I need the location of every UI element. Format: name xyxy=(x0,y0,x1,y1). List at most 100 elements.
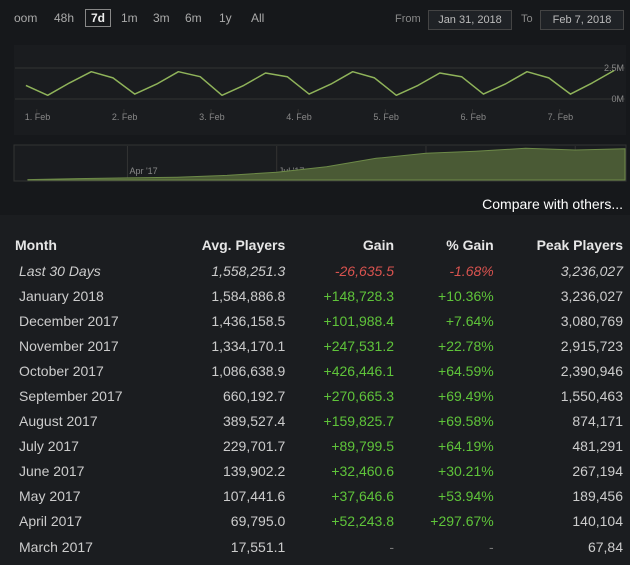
area xyxy=(27,147,626,181)
table-cell: 189,456 xyxy=(572,488,623,505)
table-cell: 67,84 xyxy=(587,538,623,555)
table-row: August 2017 389,527.4 +159,825.7 +69.58% 874… xyxy=(0,409,630,434)
table-cell: +69.58% xyxy=(438,413,494,430)
x-tick-label: 6. Feb xyxy=(461,112,487,122)
zoom-label: oom xyxy=(14,11,38,25)
y-tick-label: 0M xyxy=(611,94,624,104)
charts: 2.5M 0M 1. Feb 2. Feb 3. Feb 4. Feb 5. Feb 6. F… xyxy=(13,45,627,182)
table-cell: 267,194 xyxy=(572,463,623,480)
zoom-option[interactable]: 7d xyxy=(85,9,112,27)
table-cell: 1,334,170.1 xyxy=(211,337,286,354)
table-cell: +52,243.8 xyxy=(331,513,395,530)
table-cell: +247,531.2 xyxy=(323,337,395,354)
table-cell: 1,550,463 xyxy=(560,388,623,405)
table-cell: 1,436,158.5 xyxy=(211,312,286,329)
table-cell: 3,236,027 xyxy=(560,287,623,304)
table-cell: September 2017 xyxy=(19,388,123,405)
table-cell: 1,584,886.8 xyxy=(211,287,286,304)
table-row: September 2017 660,192.7 +270,665.3 +69.49%… xyxy=(0,383,630,408)
table-cell: 229,701.7 xyxy=(222,438,286,455)
table-cell: +89,799.5 xyxy=(331,438,395,455)
table-cell: December 2017 xyxy=(19,312,119,329)
table-cell: 3,236,027 xyxy=(560,262,623,279)
x-tick-label: 4. Feb xyxy=(286,112,312,122)
table-cell: 107,441.6 xyxy=(222,488,286,505)
table-cell: August 2017 xyxy=(19,413,98,430)
column-header: % Gain xyxy=(446,237,494,253)
table-cell: 69,795.0 xyxy=(230,513,286,530)
table-cell: July 2017 xyxy=(19,438,79,455)
table-cell: 1,086,638.9 xyxy=(211,362,286,379)
zoom-option[interactable]: All xyxy=(251,11,265,25)
table-cell: March 2017 xyxy=(19,538,93,555)
table-cell: +270,665.3 xyxy=(323,388,395,405)
zoom-option[interactable]: 3m xyxy=(153,11,170,25)
table-row: July 2017 229,701.7 +89,799.5 +64.19% 481,29… xyxy=(0,434,630,459)
table-cell: 3,080,769 xyxy=(560,312,623,329)
table-cell: 1,558,251.3 xyxy=(211,262,286,279)
line xyxy=(25,69,615,97)
table-cell: +30.21% xyxy=(438,463,494,480)
to-date[interactable]: Feb 7, 2018 xyxy=(540,10,624,30)
table-row: March 2017 17,551.1 - - 67,84 xyxy=(0,534,630,559)
from-date[interactable]: Jan 31, 2018 xyxy=(428,10,512,30)
table-cell: +32,460.6 xyxy=(331,463,395,480)
table-cell: April 2017 xyxy=(19,513,83,530)
stats-table: Month Avg. Players Gain % Gain Peak Players L… xyxy=(0,232,630,559)
table-cell: +101,988.4 xyxy=(323,312,395,329)
zoom-option[interactable]: 6m xyxy=(185,11,202,25)
table-cell: +159,825.7 xyxy=(323,413,395,430)
column-header: Gain xyxy=(362,237,395,253)
table-row: January 2018 1,584,886.8 +148,728.3 +10.36%… xyxy=(0,283,630,308)
table-cell: 874,171 xyxy=(572,413,623,430)
table-cell: 2,390,946 xyxy=(560,362,623,379)
to-label: To xyxy=(521,13,533,25)
table-cell: 139,902.2 xyxy=(222,463,286,480)
zoom-option[interactable]: 48h xyxy=(54,11,75,25)
table-cell: -1.68% xyxy=(449,262,494,279)
table-row: May 2017 107,441.6 +37,646.6 +53.94% 189,456 xyxy=(0,484,630,509)
header-row: Month Avg. Players Gain % Gain Peak Players xyxy=(0,232,630,258)
table-cell: November 2017 xyxy=(19,337,119,354)
table-cell: +22.78% xyxy=(438,337,494,354)
table-cell: +148,728.3 xyxy=(323,287,395,304)
table-cell: October 2017 xyxy=(19,362,104,379)
table-cell: +37,646.6 xyxy=(331,488,395,505)
compare-link[interactable]: Compare with others... xyxy=(482,196,623,212)
x-tick-label: 5. Feb xyxy=(373,112,399,122)
table-row: June 2017 139,902.2 +32,460.6 +30.21% 267,19… xyxy=(0,459,630,484)
table-cell: -26,635.5 xyxy=(334,262,395,279)
table-cell: +10.36% xyxy=(438,287,494,304)
table-cell: 140,104 xyxy=(572,513,623,530)
table-cell: +297.67% xyxy=(430,513,494,530)
x-tick-label: 7. Feb xyxy=(548,112,574,122)
chart-bg xyxy=(14,45,626,135)
table-cell: 481,291 xyxy=(572,438,623,455)
y-tick-label: 2.5M xyxy=(604,63,624,73)
column-header: Avg. Players xyxy=(201,237,286,253)
table-cell: +53.94% xyxy=(438,488,494,505)
table-cell: Last 30 Days xyxy=(19,262,101,279)
table-cell: - xyxy=(489,538,494,555)
table-cell: January 2018 xyxy=(19,287,104,304)
zoom-option[interactable]: 1y xyxy=(219,11,232,25)
x-tick-label: 2. Feb xyxy=(112,112,138,122)
zoom-option[interactable]: 1m xyxy=(121,11,138,25)
table-row: December 2017 1,436,158.5 +101,988.4 +7.64%… xyxy=(0,308,630,333)
table-cell: +69.49% xyxy=(438,388,494,405)
column-header: Peak Players xyxy=(536,237,623,253)
table-cell: 389,527.4 xyxy=(222,413,286,430)
table-cell: May 2017 xyxy=(19,488,81,505)
table-cell: 2,915,723 xyxy=(560,337,623,354)
table-cell: June 2017 xyxy=(19,463,85,480)
table-cell: +64.59% xyxy=(438,362,494,379)
table-cell: +7.64% xyxy=(445,312,494,329)
x-tick-label: Apr '17 xyxy=(129,166,157,176)
table-row: April 2017 69,795.0 +52,243.8 +297.67% 140,1… xyxy=(0,509,630,534)
table-cell: +426,446.1 xyxy=(323,362,395,379)
table-cell: - xyxy=(389,538,395,555)
table-row: October 2017 1,086,638.9 +426,446.1 +64.59%… xyxy=(0,358,630,383)
column-header: Month xyxy=(15,237,57,253)
table-cell: +64.19% xyxy=(438,438,494,455)
